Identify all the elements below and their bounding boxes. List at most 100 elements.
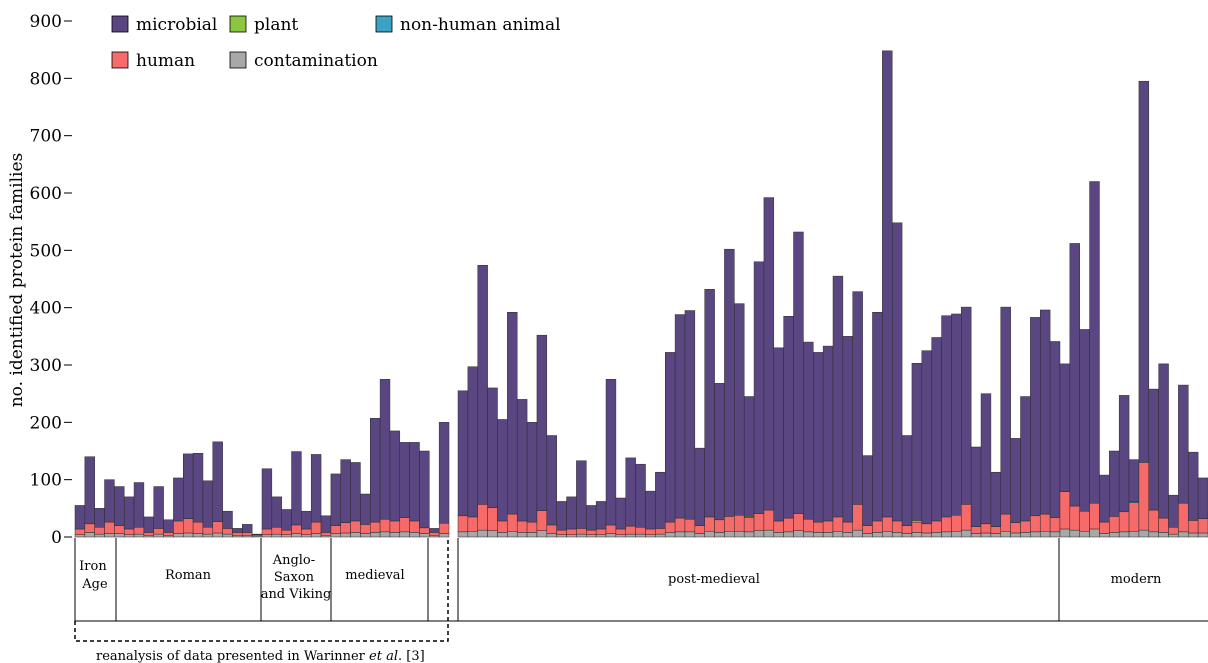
legend-label-contamination: contamination <box>254 51 378 71</box>
bar-segment-human <box>84 523 95 533</box>
bar-segment-microbial <box>891 222 903 522</box>
bar <box>163 519 174 538</box>
bar-segment-microbial <box>625 457 636 527</box>
bar-segment-contamination <box>852 529 863 538</box>
bar-segment-contamination <box>546 533 557 538</box>
bar-segment-contamination <box>143 535 154 538</box>
bar <box>595 501 607 538</box>
period-medieval: medieval <box>345 568 404 583</box>
bar-segment-microbial <box>84 456 95 525</box>
bar-segment-microbial <box>655 471 666 529</box>
bar-segment-human <box>872 520 883 533</box>
bar-segment-contamination <box>1158 532 1169 538</box>
bar <box>891 222 903 538</box>
bar-segment-human <box>301 528 312 535</box>
bar-segment-contamination <box>684 531 696 538</box>
bar-segment-microbial <box>724 248 735 517</box>
bar-segment-microbial <box>980 393 992 525</box>
y-tick-label: 400 <box>30 299 62 319</box>
bar-segment-contamination <box>1089 528 1100 538</box>
bar-segment-human <box>163 532 174 536</box>
bar-segment-human <box>429 532 440 536</box>
bar-segment-human <box>1059 491 1071 530</box>
bar-segment-microbial <box>783 316 794 519</box>
bar <box>536 334 548 538</box>
bar <box>576 460 587 538</box>
bar <box>487 387 498 538</box>
bar-segment-human <box>497 520 508 533</box>
bar-segment-contamination <box>1020 532 1031 538</box>
bar-segment-contamination <box>813 532 824 538</box>
bar <box>664 352 676 538</box>
bar <box>1148 388 1159 538</box>
bar-segment-contamination <box>1168 533 1179 538</box>
bar-segment-microbial <box>507 312 518 515</box>
bar-segment-contamination <box>1039 531 1051 538</box>
bar <box>1030 317 1041 538</box>
bar-segment-contamination <box>192 533 204 538</box>
bar-segment-contamination <box>320 535 332 538</box>
bar <box>143 516 154 538</box>
bar-segment-human <box>153 528 164 535</box>
bar-segment-microbial <box>429 528 440 533</box>
reanalysis-caption: reanalysis of data presented in Warinner… <box>96 649 425 663</box>
bar <box>970 446 982 538</box>
bar <box>793 231 804 538</box>
bar-segment-microbial <box>862 455 873 526</box>
bar-segment-microbial <box>773 347 784 522</box>
period-modern: modern <box>1111 572 1162 587</box>
bar-segment-human <box>1089 502 1100 530</box>
bar-segment-human <box>192 521 204 534</box>
bar <box>1099 474 1110 538</box>
bar-segment-contamination <box>576 533 587 538</box>
bar-segment-human <box>931 520 942 533</box>
bar <box>1089 181 1100 538</box>
bar-segment-microbial <box>183 453 194 519</box>
legend-swatch-plant <box>229 15 247 33</box>
bar-segment-human <box>123 528 135 535</box>
bar <box>951 313 962 538</box>
bar-segment-contamination <box>714 532 725 538</box>
y-tick-label: 0 <box>51 528 62 548</box>
bar-segment-contamination <box>340 532 351 538</box>
bar <box>104 479 115 538</box>
bar-segment-microbial <box>271 496 282 528</box>
bar-segment-microbial <box>901 435 913 526</box>
bar-segment-contamination <box>310 533 322 538</box>
bar-segment-microbial <box>813 352 824 523</box>
bar <box>921 350 932 538</box>
bar-segment-human <box>467 516 478 532</box>
bar-segment-human <box>1020 520 1031 533</box>
bar-segment-human <box>74 528 86 535</box>
bar-segment-contamination <box>645 534 656 538</box>
bar-segment-microbial <box>1188 451 1199 521</box>
bar-segment-human <box>1109 516 1120 533</box>
bar-segment-human <box>753 513 765 531</box>
bar-segment-contamination <box>516 532 528 538</box>
bar <box>753 261 765 538</box>
bar-segment-microbial <box>379 379 391 520</box>
bar-segment-microbial <box>1039 309 1051 515</box>
bar-segment-microbial <box>1158 363 1169 519</box>
bar <box>261 468 273 538</box>
bar-segment-human <box>222 528 233 535</box>
bar-segment-microbial <box>163 519 174 533</box>
bar <box>251 533 263 538</box>
caption-part-2: et al <box>369 649 398 663</box>
bar-segment-microbial <box>1010 438 1021 523</box>
bar <box>566 496 577 538</box>
bar-segment-human <box>655 528 666 535</box>
bar <box>409 442 420 538</box>
bar <box>655 471 666 538</box>
bar-segment-human <box>921 523 932 534</box>
period-iron-age-line-2: Age <box>81 577 108 592</box>
bar-segment-microbial <box>546 435 557 526</box>
bar-segment-contamination <box>822 532 834 538</box>
bar <box>635 463 646 538</box>
bar-segment-microbial <box>793 231 804 514</box>
bar-segment-microbial <box>842 336 853 523</box>
period-post-medieval: post-medieval <box>668 572 760 587</box>
bar <box>379 379 391 538</box>
bar-segment-human <box>793 513 804 531</box>
